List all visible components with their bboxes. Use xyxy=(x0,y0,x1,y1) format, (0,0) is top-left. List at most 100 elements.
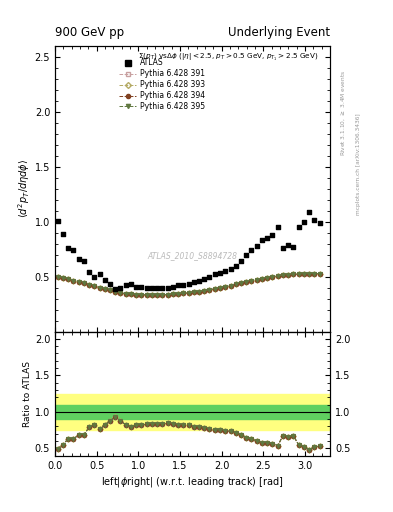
ATLAS xyxy=(143,284,150,292)
ATLAS xyxy=(253,242,260,250)
ATLAS xyxy=(248,246,255,254)
Text: mcplots.cern.ch [arXiv:1306.3436]: mcplots.cern.ch [arXiv:1306.3436] xyxy=(356,113,361,215)
ATLAS xyxy=(222,267,228,275)
Legend: ATLAS, Pythia 6.428 391, Pythia 6.428 393, Pythia 6.428 394, Pythia 6.428 395: ATLAS, Pythia 6.428 391, Pythia 6.428 39… xyxy=(119,58,205,111)
ATLAS xyxy=(81,257,87,265)
Pythia 6.428 394 xyxy=(139,292,144,298)
Pythia 6.428 391 xyxy=(144,292,149,298)
ATLAS xyxy=(233,262,239,270)
Pythia 6.428 395 xyxy=(312,271,317,277)
Pythia 6.428 394 xyxy=(144,292,149,298)
Line: Pythia 6.428 394: Pythia 6.428 394 xyxy=(55,271,321,297)
Pythia 6.428 394 xyxy=(312,271,317,277)
ATLAS xyxy=(243,250,249,259)
ATLAS xyxy=(175,282,181,290)
ATLAS xyxy=(70,246,77,254)
Y-axis label: Ratio to ATLAS: Ratio to ATLAS xyxy=(23,360,32,426)
ATLAS xyxy=(311,216,318,224)
Pythia 6.428 395 xyxy=(317,271,322,277)
ATLAS xyxy=(154,284,160,292)
Line: Pythia 6.428 393: Pythia 6.428 393 xyxy=(55,271,321,297)
ATLAS xyxy=(112,285,118,293)
X-axis label: left|$\phi$right| (w.r.t. leading track) [rad]: left|$\phi$right| (w.r.t. leading track)… xyxy=(101,475,284,489)
ATLAS xyxy=(149,284,155,292)
Text: Underlying Event: Underlying Event xyxy=(228,26,330,39)
Pythia 6.428 395 xyxy=(134,291,139,297)
ATLAS xyxy=(217,269,223,278)
ATLAS xyxy=(133,283,140,291)
Pythia 6.428 393 xyxy=(113,289,118,295)
Pythia 6.428 393 xyxy=(307,271,311,277)
ATLAS xyxy=(290,243,296,251)
Pythia 6.428 393 xyxy=(55,273,60,280)
Pythia 6.428 395 xyxy=(307,271,311,277)
ATLAS xyxy=(211,270,218,279)
ATLAS xyxy=(123,282,129,290)
Pythia 6.428 391 xyxy=(307,271,311,277)
Pythia 6.428 394 xyxy=(317,271,322,277)
Pythia 6.428 395 xyxy=(55,273,60,280)
ATLAS xyxy=(159,284,165,292)
ATLAS xyxy=(274,223,281,231)
Y-axis label: $\langle d^2 p_T/d\eta d\phi\rangle$: $\langle d^2 p_T/d\eta d\phi\rangle$ xyxy=(16,159,32,219)
Pythia 6.428 393 xyxy=(144,292,149,298)
ATLAS xyxy=(138,283,145,291)
Pythia 6.428 393 xyxy=(139,292,144,298)
Pythia 6.428 393 xyxy=(317,271,322,277)
ATLAS xyxy=(296,223,302,231)
ATLAS xyxy=(206,272,213,281)
ATLAS xyxy=(259,237,265,245)
ATLAS xyxy=(228,265,234,273)
ATLAS xyxy=(65,244,71,252)
ATLAS xyxy=(264,234,270,242)
Pythia 6.428 391 xyxy=(113,289,118,295)
Pythia 6.428 393 xyxy=(233,282,238,288)
Pythia 6.428 394 xyxy=(233,282,238,288)
Text: ATLAS_2010_S8894728: ATLAS_2010_S8894728 xyxy=(147,251,238,260)
ATLAS xyxy=(285,241,291,249)
Pythia 6.428 391 xyxy=(134,291,139,297)
ATLAS xyxy=(118,284,124,292)
ATLAS xyxy=(269,231,275,239)
ATLAS xyxy=(91,272,97,281)
ATLAS xyxy=(55,217,61,225)
ATLAS xyxy=(75,255,82,263)
Pythia 6.428 394 xyxy=(113,289,118,295)
Line: Pythia 6.428 391: Pythia 6.428 391 xyxy=(55,271,321,297)
ATLAS xyxy=(60,230,66,238)
Pythia 6.428 393 xyxy=(134,291,139,297)
Pythia 6.428 393 xyxy=(312,271,317,277)
Pythia 6.428 395 xyxy=(139,292,144,298)
ATLAS xyxy=(107,280,113,288)
ATLAS xyxy=(201,275,208,283)
ATLAS xyxy=(180,282,186,290)
ATLAS xyxy=(191,278,197,286)
ATLAS xyxy=(102,276,108,284)
ATLAS xyxy=(280,244,286,252)
Pythia 6.428 394 xyxy=(134,291,139,297)
ATLAS xyxy=(96,270,103,279)
Pythia 6.428 395 xyxy=(144,292,149,298)
Text: 900 GeV pp: 900 GeV pp xyxy=(55,26,124,39)
ATLAS xyxy=(165,284,171,292)
Text: Rivet 3.1.10, $\geq$ 3.4M events: Rivet 3.1.10, $\geq$ 3.4M events xyxy=(340,70,347,156)
Pythia 6.428 391 xyxy=(55,273,60,280)
ATLAS xyxy=(316,219,323,227)
ATLAS xyxy=(238,257,244,265)
Pythia 6.428 391 xyxy=(139,292,144,298)
Pythia 6.428 395 xyxy=(113,289,118,295)
Pythia 6.428 395 xyxy=(249,278,254,284)
Text: $\Sigma(p_T)$ vs$\Delta\phi$ ($|\eta| < 2.5$, $p_T > 0.5$ GeV, $p_{T_1} > 2.5$ G: $\Sigma(p_T)$ vs$\Delta\phi$ ($|\eta| < … xyxy=(138,52,318,63)
ATLAS xyxy=(86,268,92,276)
ATLAS xyxy=(170,283,176,291)
ATLAS xyxy=(196,277,202,285)
Pythia 6.428 391 xyxy=(249,278,254,284)
ATLAS xyxy=(128,280,134,288)
Pythia 6.428 391 xyxy=(312,271,317,277)
Pythia 6.428 393 xyxy=(249,278,254,284)
Pythia 6.428 391 xyxy=(233,282,238,288)
Pythia 6.428 394 xyxy=(249,278,254,284)
Pythia 6.428 394 xyxy=(55,273,60,280)
Line: Pythia 6.428 395: Pythia 6.428 395 xyxy=(55,271,321,297)
ATLAS xyxy=(185,280,192,288)
